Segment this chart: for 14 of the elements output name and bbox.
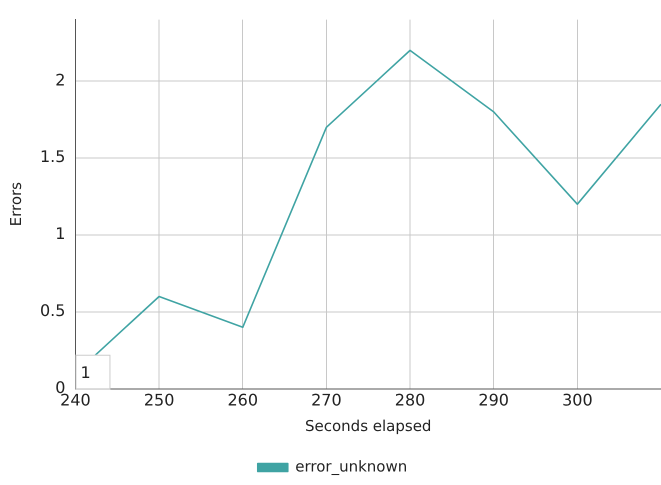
x-tick-label: 260 bbox=[227, 390, 258, 410]
x-tick-label: 300 bbox=[562, 390, 593, 410]
legend-label: error_unknown bbox=[295, 457, 408, 476]
y-tick-label: 2 bbox=[55, 70, 66, 90]
x-tick-label: 270 bbox=[311, 390, 342, 410]
y-axis-title: Errors bbox=[6, 182, 25, 226]
y-tick-label: 1 bbox=[55, 224, 66, 244]
x-tick-label: 250 bbox=[144, 390, 174, 410]
y-tick-label: 1.5 bbox=[40, 147, 66, 166]
y-tick-label: 0.5 bbox=[40, 301, 66, 320]
x-tick-label: 280 bbox=[394, 390, 426, 410]
annotation: 1 bbox=[80, 362, 91, 382]
x-axis-title: Seconds elapsed bbox=[304, 416, 432, 435]
x-tick-label: 290 bbox=[478, 390, 509, 410]
